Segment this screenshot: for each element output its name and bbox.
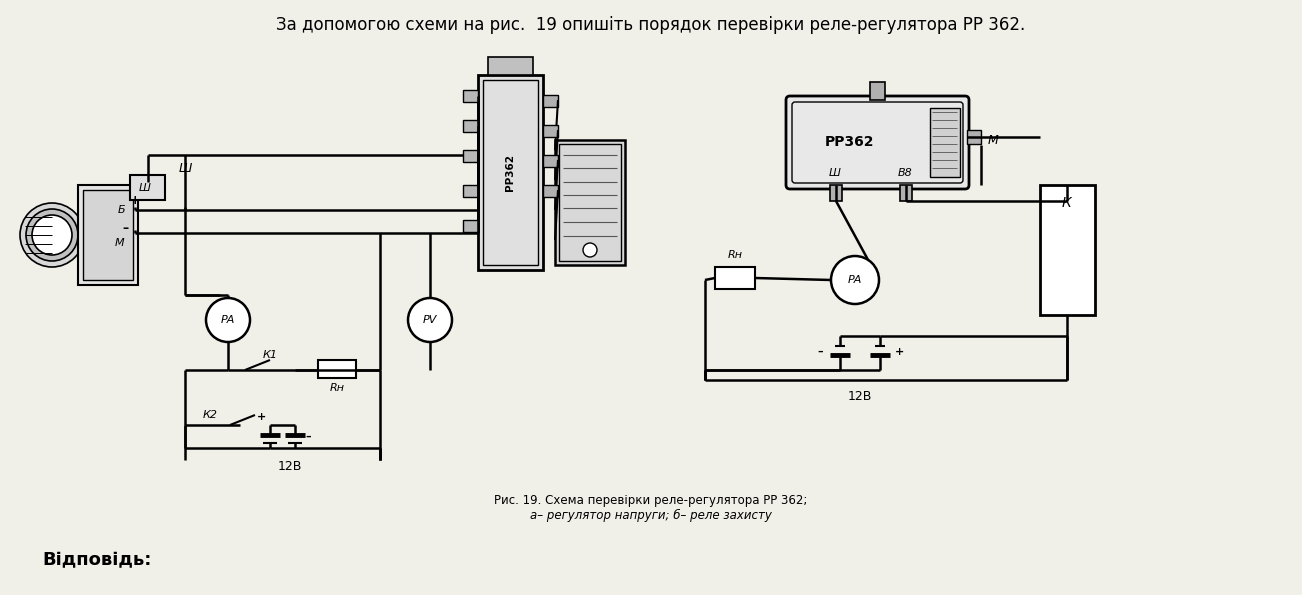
Text: В8: В8 xyxy=(897,168,913,178)
Text: РА: РА xyxy=(221,315,236,325)
Bar xyxy=(464,120,478,132)
Text: 12В: 12В xyxy=(848,390,872,402)
Bar xyxy=(318,360,355,378)
Bar xyxy=(559,144,621,261)
Text: К2: К2 xyxy=(203,410,217,420)
Circle shape xyxy=(408,298,452,342)
Bar xyxy=(555,140,625,265)
Text: +: + xyxy=(130,193,141,206)
Bar xyxy=(543,95,559,107)
Text: За допомогою схеми на рис.  19 опишіть порядок перевірки реле-регулятора РР 362.: За допомогою схеми на рис. 19 опишіть по… xyxy=(276,16,1026,34)
Text: Рис. 19. Схема перевірки реле-регулятора РР 362;: Рис. 19. Схема перевірки реле-регулятора… xyxy=(495,493,807,506)
Bar xyxy=(715,267,755,289)
Text: –: – xyxy=(122,221,128,234)
Text: РР362: РР362 xyxy=(505,154,516,190)
Bar xyxy=(870,82,885,100)
Text: М: М xyxy=(988,133,999,146)
Bar xyxy=(464,90,478,102)
Bar xyxy=(930,108,960,177)
FancyBboxPatch shape xyxy=(786,96,969,189)
Bar xyxy=(488,57,533,75)
Bar xyxy=(130,175,165,200)
Bar xyxy=(1040,185,1095,315)
Circle shape xyxy=(33,215,72,255)
Circle shape xyxy=(20,203,85,267)
Bar xyxy=(83,190,133,280)
Text: а– регулятор напруги; б– реле захисту: а– регулятор напруги; б– реле захисту xyxy=(530,509,772,522)
Bar xyxy=(543,185,559,197)
Text: +: + xyxy=(258,412,267,422)
Bar xyxy=(829,185,842,201)
Circle shape xyxy=(206,298,250,342)
Circle shape xyxy=(831,256,879,304)
Text: –: – xyxy=(305,432,311,442)
Text: К1: К1 xyxy=(263,350,277,360)
Bar xyxy=(900,185,911,201)
Text: Ш: Ш xyxy=(139,183,151,193)
Text: +: + xyxy=(896,347,905,357)
Bar xyxy=(464,150,478,162)
Bar xyxy=(543,125,559,137)
Bar xyxy=(464,185,478,197)
Text: –: – xyxy=(818,347,823,357)
Text: К: К xyxy=(1062,196,1072,210)
Bar xyxy=(78,185,138,285)
Text: РР362: РР362 xyxy=(825,135,875,149)
Text: Б: Б xyxy=(118,205,126,215)
Text: РV: РV xyxy=(423,315,437,325)
Text: Ш: Ш xyxy=(829,168,841,178)
Bar xyxy=(967,130,980,144)
Bar xyxy=(543,155,559,167)
Text: 12В: 12В xyxy=(277,459,302,472)
Text: РА: РА xyxy=(848,275,862,285)
Text: М: М xyxy=(115,238,125,248)
Bar xyxy=(478,75,543,270)
Text: Відповідь:: Відповідь: xyxy=(42,551,151,569)
Bar xyxy=(464,220,478,232)
Bar xyxy=(483,80,538,265)
Circle shape xyxy=(26,209,78,261)
Text: Rн: Rн xyxy=(329,383,345,393)
Circle shape xyxy=(583,243,598,257)
Text: Rн: Rн xyxy=(728,250,742,260)
Text: Ш: Ш xyxy=(178,161,191,174)
